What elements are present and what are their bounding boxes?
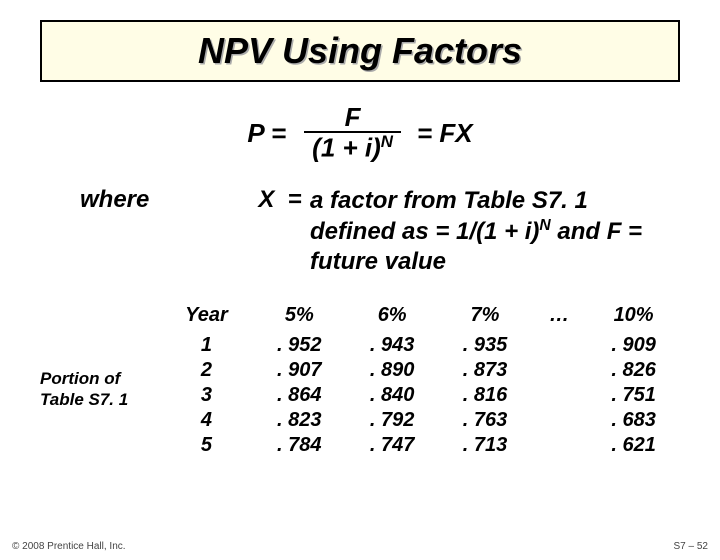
formula-denominator: (1 + i)N <box>304 133 401 162</box>
col-7pct: 7% <box>439 303 532 333</box>
cell-year: 5 <box>160 433 253 458</box>
cell-year: 2 <box>160 358 253 383</box>
where-label: where <box>80 186 250 214</box>
cell: . 890 <box>346 358 439 383</box>
formula-rhs: = FX <box>417 118 473 149</box>
denom-base: (1 + i) <box>312 133 381 163</box>
portion-label: Portion of Table S7. 1 <box>40 369 160 410</box>
cell <box>531 358 587 383</box>
cell: . 935 <box>439 333 532 358</box>
cell: . 751 <box>587 383 680 408</box>
where-var-eq: X = <box>250 186 310 214</box>
table-row: 1 . 952 . 943 . 935 . 909 <box>160 333 680 358</box>
cell <box>531 433 587 458</box>
cell: . 864 <box>253 383 346 408</box>
cell: . 763 <box>439 408 532 433</box>
col-10pct: 10% <box>587 303 680 333</box>
cell: . 621 <box>587 433 680 458</box>
cell: . 909 <box>587 333 680 358</box>
cell <box>531 408 587 433</box>
formula-lhs: P = <box>247 118 286 149</box>
cell: . 713 <box>439 433 532 458</box>
factor-table: Year 5% 6% 7% … 10% 1 . 952 . 943 . 935 … <box>160 303 680 458</box>
col-year: Year <box>160 303 253 333</box>
table-area: Portion of Table S7. 1 Year 5% 6% 7% … 1… <box>0 303 720 458</box>
cell: . 840 <box>346 383 439 408</box>
where-exp: N <box>539 217 550 234</box>
cell: . 823 <box>253 408 346 433</box>
portion-label-l1: Portion of <box>40 369 120 388</box>
col-5pct: 5% <box>253 303 346 333</box>
cell: . 816 <box>439 383 532 408</box>
where-eq-sign: = <box>288 186 302 213</box>
cell: . 792 <box>346 408 439 433</box>
col-6pct: 6% <box>346 303 439 333</box>
cell: . 826 <box>587 358 680 383</box>
cell: . 747 <box>346 433 439 458</box>
cell-year: 1 <box>160 333 253 358</box>
cell <box>531 333 587 358</box>
cell-year: 4 <box>160 408 253 433</box>
copyright: © 2008 Prentice Hall, Inc. <box>12 541 126 552</box>
portion-label-l2: Table S7. 1 <box>40 390 128 409</box>
cell: . 943 <box>346 333 439 358</box>
formula-numerator: F <box>337 104 369 131</box>
formula: P = F (1 + i)N = FX <box>0 104 720 162</box>
table-header-row: Year 5% 6% 7% … 10% <box>160 303 680 333</box>
slide-number: S7 – 52 <box>674 541 708 552</box>
title-container: NPV Using Factors <box>40 20 680 82</box>
cell <box>531 383 587 408</box>
slide-title: NPV Using Factors <box>42 30 678 72</box>
cell: . 907 <box>253 358 346 383</box>
footer: © 2008 Prentice Hall, Inc. S7 – 52 <box>12 541 708 552</box>
table-row: 4 . 823 . 792 . 763 . 683 <box>160 408 680 433</box>
cell: . 873 <box>439 358 532 383</box>
table-row: 3 . 864 . 840 . 816 . 751 <box>160 383 680 408</box>
where-definition: a factor from Table S7. 1 defined as = 1… <box>310 186 670 277</box>
table-row: 2 . 907 . 890 . 873 . 826 <box>160 358 680 383</box>
table-row: 5 . 784 . 747 . 713 . 621 <box>160 433 680 458</box>
cell: . 952 <box>253 333 346 358</box>
col-ellipsis: … <box>531 303 587 333</box>
denom-exp: N <box>381 132 393 151</box>
formula-fraction: F (1 + i)N <box>304 104 401 162</box>
cell-year: 3 <box>160 383 253 408</box>
cell: . 683 <box>587 408 680 433</box>
where-block: where X = a factor from Table S7. 1 defi… <box>0 186 720 277</box>
cell: . 784 <box>253 433 346 458</box>
where-var: X <box>258 186 274 213</box>
